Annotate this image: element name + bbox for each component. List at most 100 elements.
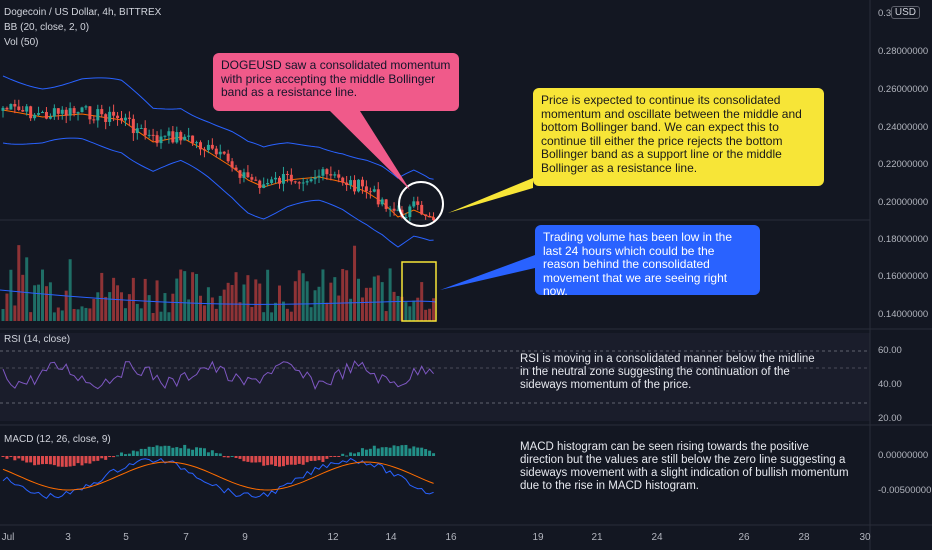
volume-bar bbox=[72, 308, 76, 321]
candle bbox=[309, 179, 313, 182]
volume-bar bbox=[199, 295, 202, 321]
candle bbox=[270, 179, 274, 183]
macd-histogram-bar bbox=[309, 456, 313, 461]
candle bbox=[187, 135, 191, 137]
rsi-label: 40.00 bbox=[878, 379, 902, 390]
candle bbox=[408, 206, 412, 218]
macd-histogram-bar bbox=[48, 456, 52, 465]
macd-histogram-bar bbox=[364, 449, 368, 456]
candle bbox=[60, 109, 64, 114]
macd-histogram-bar bbox=[357, 452, 360, 456]
macd-histogram-bar bbox=[285, 456, 289, 465]
volume-bar bbox=[210, 297, 214, 321]
candle bbox=[96, 109, 100, 121]
volume-bar bbox=[353, 245, 357, 321]
macd-histogram-bar bbox=[368, 448, 372, 456]
candle bbox=[29, 106, 33, 119]
candle bbox=[84, 106, 88, 108]
macd-histogram-bar bbox=[293, 456, 297, 465]
time-label: 7 bbox=[183, 532, 189, 543]
volume-bar bbox=[384, 311, 388, 321]
candle bbox=[151, 134, 155, 136]
candle bbox=[171, 131, 175, 143]
currency-badge[interactable]: USD bbox=[890, 6, 920, 19]
macd-histogram-bar bbox=[278, 456, 281, 467]
macd-histogram-bar bbox=[408, 448, 412, 456]
volume-bar bbox=[345, 270, 349, 321]
candle bbox=[345, 182, 349, 185]
macd-histogram-bar bbox=[424, 449, 428, 456]
volume-bar bbox=[278, 285, 281, 321]
candle bbox=[416, 201, 420, 205]
macd-histogram-bar bbox=[372, 445, 376, 456]
volume-bar bbox=[274, 302, 278, 321]
macd-histogram-bar bbox=[127, 453, 131, 456]
macd-histogram-bar bbox=[167, 445, 171, 456]
candle bbox=[112, 111, 116, 116]
candle bbox=[266, 182, 270, 185]
volume-bar bbox=[195, 273, 199, 321]
volume-bar bbox=[139, 308, 143, 321]
candle bbox=[52, 108, 56, 117]
volume-bar bbox=[357, 278, 360, 321]
volume-bar bbox=[254, 279, 258, 321]
rsi-line bbox=[2, 360, 434, 390]
candle bbox=[262, 184, 266, 188]
macd-histogram-bar bbox=[37, 456, 41, 465]
candle bbox=[325, 169, 329, 175]
candle bbox=[353, 180, 357, 192]
candle bbox=[274, 177, 278, 180]
candle bbox=[80, 107, 84, 113]
volume-bar bbox=[222, 289, 226, 321]
time-label: 12 bbox=[327, 532, 339, 543]
candle bbox=[238, 170, 242, 178]
macd-histogram-bar bbox=[206, 452, 210, 456]
macd-histogram-bar bbox=[226, 456, 230, 458]
macd-histogram-bar bbox=[163, 445, 167, 456]
volume-bar bbox=[246, 275, 250, 321]
macd-histogram-bar bbox=[135, 451, 139, 456]
time-label: Jul bbox=[1, 532, 15, 543]
volume-bar bbox=[218, 295, 222, 321]
time-label: 24 bbox=[651, 532, 663, 543]
volume-bar bbox=[171, 293, 175, 321]
candle bbox=[258, 180, 262, 188]
volume-bar bbox=[1, 309, 5, 321]
volume-bar bbox=[131, 277, 135, 321]
volume-bar bbox=[368, 287, 372, 321]
rsi-pane-bg bbox=[0, 333, 870, 421]
volume-bar bbox=[266, 269, 270, 321]
macd-histogram-bar bbox=[147, 446, 151, 456]
volume-bar bbox=[52, 312, 56, 321]
candle bbox=[17, 106, 21, 111]
volume-bar bbox=[44, 286, 48, 321]
volume-ma bbox=[0, 289, 437, 305]
macd-histogram-bar bbox=[108, 456, 112, 457]
volume-bar bbox=[147, 295, 151, 321]
candle bbox=[41, 111, 44, 114]
candle bbox=[179, 132, 183, 141]
candle bbox=[64, 109, 68, 116]
macd-histogram-bar bbox=[5, 456, 9, 459]
rsi-label: 20.00 bbox=[878, 413, 902, 424]
macd-label: 0.00000000 bbox=[878, 450, 929, 461]
candle bbox=[139, 128, 143, 130]
price-label-top: 0.3 bbox=[878, 8, 892, 19]
macd-label: -0.00500000 bbox=[878, 485, 932, 496]
candle bbox=[246, 172, 250, 178]
rsi-label: 60.00 bbox=[878, 345, 902, 356]
macd-histogram-bar bbox=[416, 447, 420, 456]
volume-bar bbox=[388, 268, 392, 321]
candle bbox=[341, 177, 345, 183]
candle bbox=[68, 108, 72, 116]
macd-histogram-bar bbox=[262, 456, 266, 466]
rsi-legend: RSI (14, close) bbox=[4, 334, 71, 345]
volume-bar bbox=[151, 312, 155, 321]
macd-histogram-bar bbox=[41, 456, 44, 465]
macd-histogram-bar bbox=[218, 453, 222, 456]
volume-bar bbox=[92, 298, 96, 321]
time-label: 19 bbox=[532, 532, 544, 543]
macd-histogram-bar bbox=[230, 455, 234, 457]
candle bbox=[242, 172, 246, 178]
candle bbox=[206, 144, 210, 150]
